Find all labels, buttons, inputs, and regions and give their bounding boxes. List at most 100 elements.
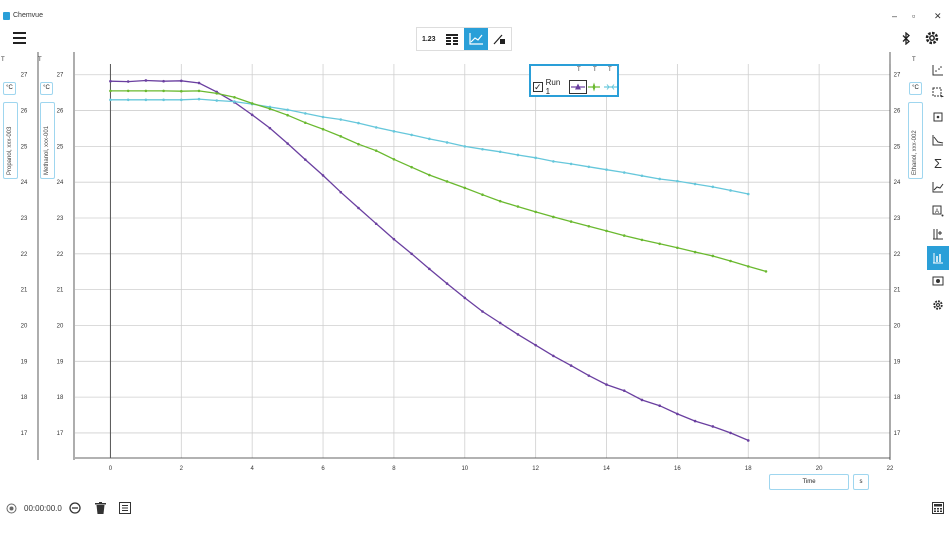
propanol-data-point [339, 135, 343, 138]
methanol-data-point [428, 267, 431, 271]
toolbar: 1.23 [0, 26, 950, 52]
propanol-y-tick-label: 20 [21, 323, 28, 329]
methanol-data-point [693, 419, 697, 423]
record-icon[interactable] [6, 503, 17, 516]
meter-view-button[interactable] [488, 28, 512, 50]
methanol-data-point [711, 425, 715, 428]
app-title: Chemvue [13, 12, 43, 19]
propanol-data-point [126, 89, 130, 93]
methanol-unit-button[interactable]: °C [40, 82, 53, 95]
ethanol-data-point [481, 147, 484, 151]
run-label: Run 1 [545, 77, 561, 96]
ethanol-unit-button[interactable]: °C [909, 82, 922, 95]
snapshot-icon[interactable] [927, 270, 949, 294]
propanol-data-point [711, 254, 715, 258]
methanol-data-point [162, 79, 165, 83]
curve-fit-icon[interactable] [927, 58, 949, 82]
x-tick-label: 18 [745, 466, 752, 472]
menu-icon[interactable] [13, 32, 26, 44]
trash-icon[interactable] [95, 502, 106, 516]
add-axis-icon[interactable] [927, 223, 949, 247]
ethanol-data-point [162, 98, 165, 102]
propanol-y-tick-label: 23 [21, 216, 28, 222]
propanol-data-point [587, 224, 591, 228]
ethanol-y-tick-label: 18 [894, 395, 901, 401]
methanol-y-tick-label: 26 [57, 109, 64, 115]
methanol-data-point [197, 81, 201, 85]
propanol-data-point [215, 92, 219, 95]
propanol-unit-button[interactable]: °C [3, 82, 16, 95]
ethanol-axis-selector[interactable]: Ethanol, xxx-002 [908, 102, 923, 179]
ethanol-data-point [410, 133, 413, 137]
ethanol-y-tick-label: 20 [894, 323, 901, 329]
graph-options-icon[interactable] [927, 246, 949, 270]
propanol-data-point [746, 265, 750, 268]
ethanol-data-point [445, 141, 449, 144]
propanol-y-tick-label: 24 [21, 180, 28, 186]
close-button[interactable]: ✕ [934, 11, 942, 21]
methanol-y-tick-label: 27 [57, 73, 64, 79]
propanol-y-tick-label: 25 [21, 144, 28, 150]
bluetooth-icon[interactable] [902, 31, 911, 48]
ethanol-y-tick-label: 27 [894, 73, 901, 79]
methanol-y-tick-label: 21 [57, 288, 64, 294]
propanol-data-point [622, 234, 626, 237]
propanol-data-point [268, 107, 272, 111]
x-axis-unit-button[interactable]: s [853, 474, 869, 490]
legend-series-swatches[interactable] [569, 79, 617, 94]
table-view-button[interactable] [441, 28, 465, 50]
annotation-icon[interactable]: A [927, 199, 949, 223]
statistics-icon[interactable] [927, 176, 949, 200]
propanol-y-tick-label: 17 [21, 431, 28, 437]
graph-view-button[interactable] [464, 28, 488, 50]
calculator-icon[interactable] [932, 502, 944, 516]
ethanol-data-point [498, 150, 502, 154]
tangent-icon[interactable] [927, 129, 949, 153]
integral-icon[interactable]: Σ [933, 156, 943, 172]
x-tick-label: 16 [674, 466, 681, 472]
propanol-data-point [410, 165, 413, 169]
x-tick-label: 20 [816, 466, 823, 472]
ethanol-data-point [339, 118, 343, 121]
ethanol-y-tick-label: 24 [894, 180, 901, 186]
ethanol-data-point [392, 130, 396, 133]
interpolate-icon[interactable] [927, 105, 949, 129]
svg-text:A: A [935, 209, 939, 215]
ethanol-data-point [233, 100, 236, 103]
ethanol-data-point [357, 121, 360, 125]
settings-icon[interactable] [927, 293, 949, 317]
propanol-data-point [481, 193, 484, 197]
ethanol-y-tick-label: 19 [894, 359, 901, 365]
x-tick-label: 12 [532, 466, 539, 472]
minimize-button[interactable]: – [892, 11, 898, 21]
ethanol-data-point [658, 177, 661, 181]
ethanol-data-point [569, 162, 573, 166]
select-icon[interactable] [927, 82, 949, 106]
x-axis-selector[interactable]: Time [769, 474, 849, 490]
meter-icon [493, 34, 506, 45]
maximize-button[interactable]: ▫ [912, 11, 916, 21]
notes-icon[interactable] [119, 502, 131, 516]
digits-view-button[interactable]: 1.23 [421, 35, 436, 43]
x-tick-label: 10 [461, 466, 468, 472]
timer-options-icon[interactable] [69, 502, 81, 516]
propanol-data-point [640, 238, 644, 242]
methanol-y-tick-label: 20 [57, 323, 64, 329]
propanol-data-point [693, 250, 697, 254]
propanol-axis-selector[interactable]: Propanol, xxx-003 [3, 102, 18, 179]
run-checkbox[interactable]: ✓ [533, 81, 543, 92]
propanol-data-point [357, 142, 360, 146]
gear-icon[interactable] [924, 30, 940, 49]
ethanol-data-point [321, 115, 325, 119]
methanol-axis-selector[interactable]: Methanol, xxx-001 [40, 102, 55, 179]
ethanol-data-point [286, 108, 289, 112]
x-tick-label: 0 [109, 466, 113, 472]
ethanol-data-point [534, 156, 537, 160]
methanol-data-point [569, 364, 573, 367]
legend-marker-propanol: T [593, 67, 597, 73]
methanol-y-tick-label: 18 [57, 395, 64, 401]
methanol-y-tick-label: 17 [57, 431, 64, 437]
legend[interactable]: T T T ✓ Run 1 [529, 64, 619, 97]
ethanol-y-tick-label: 22 [894, 252, 901, 258]
